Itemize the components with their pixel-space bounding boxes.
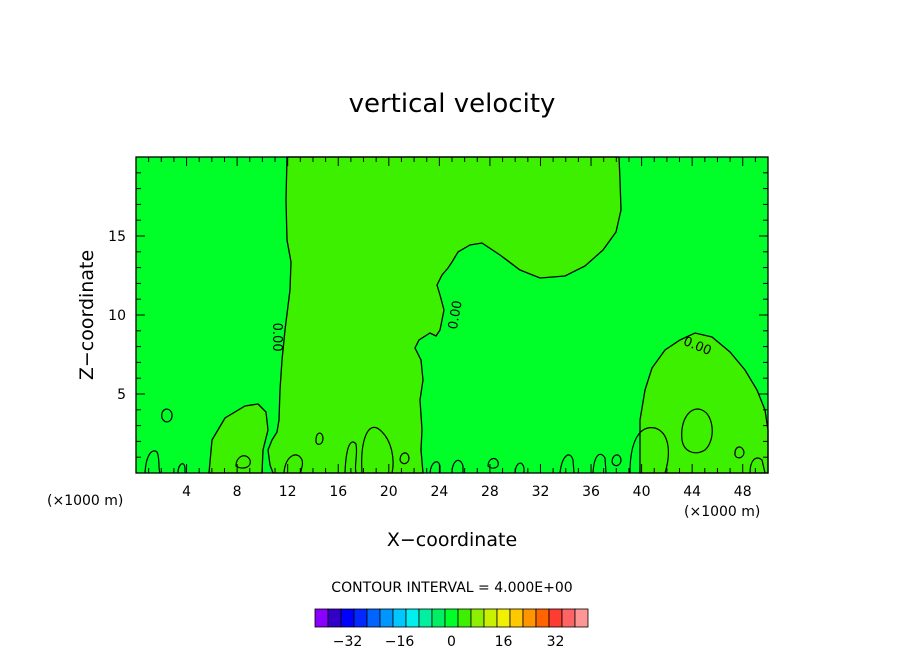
colorbar-swatch: [366, 608, 381, 628]
updraft-region-right: [639, 332, 769, 474]
contour-label: 0.00: [269, 323, 284, 352]
colorbar-tick-label: −32: [333, 634, 363, 650]
x-tick-label: 4: [182, 484, 191, 500]
colorbar-swatch: [457, 608, 472, 628]
chart-title: vertical velocity: [349, 89, 556, 119]
colorbar-tick-label: −16: [385, 634, 415, 650]
x-tick-label: 48: [734, 484, 752, 500]
colorbar-swatch: [483, 608, 498, 628]
x-tick-label: 16: [329, 484, 347, 500]
y-tick-label: 15: [108, 229, 126, 245]
colorbar-swatch: [340, 608, 355, 628]
colorbar-swatch: [470, 608, 485, 628]
x-tick-label: 12: [279, 484, 297, 500]
colorbar-swatch: [353, 608, 368, 628]
x-tick-label: 44: [683, 484, 701, 500]
x-tick-label: 20: [380, 484, 398, 500]
x-tick-labels: 4 8 12 16 20 24 28 32 36 40 44 48: [182, 484, 752, 500]
contour-interval-text: CONTOUR INTERVAL = 4.000E+00: [331, 580, 572, 596]
colorbar-swatch: [561, 608, 576, 628]
y-tick-label: 5: [117, 387, 126, 403]
colorbar-tick-label: 16: [495, 634, 513, 650]
colorbar-tick-label: 32: [547, 634, 565, 650]
y-axis-label: Z−coordinate: [76, 250, 98, 380]
axis-ticks: [136, 157, 768, 473]
colorbar-swatch: [574, 608, 589, 628]
x-unit-right: (×1000 m): [684, 504, 760, 520]
colorbar-swatch: [314, 608, 329, 628]
colorbar-swatch: [379, 608, 394, 628]
colorbar-swatch: [496, 608, 511, 628]
updraft-region-left: [267, 156, 622, 474]
colorbar-swatch: [418, 608, 433, 628]
colorbar-swatch: [431, 608, 446, 628]
x-unit-left: (×1000 m): [47, 493, 123, 509]
x-axis-label: X−coordinate: [387, 529, 517, 551]
colorbar-tick-label: 0: [447, 634, 456, 650]
colorbar-swatch: [444, 608, 459, 628]
x-tick-label: 24: [430, 484, 448, 500]
updraft-region-lowleft: [208, 403, 269, 474]
y-tick-label: 10: [108, 308, 126, 324]
plot-area: 0.000.000.00: [135, 156, 769, 474]
x-tick-label: 28: [481, 484, 499, 500]
colorbar-swatch: [509, 608, 524, 628]
contour-labels: 0.000.000.00: [269, 299, 714, 359]
colorbar-swatch: [405, 608, 420, 628]
contour-label: 0.00: [446, 299, 466, 330]
colorbar: [314, 608, 589, 628]
colorbar-swatch: [522, 608, 537, 628]
colorbar-swatch: [535, 608, 550, 628]
x-tick-label: 40: [633, 484, 651, 500]
colorbar-swatch: [548, 608, 563, 628]
colorbar-tick-labels: −32 −16 0 16 32: [333, 634, 565, 650]
x-tick-label: 8: [233, 484, 242, 500]
y-tick-labels: 5 10 15: [108, 229, 126, 403]
colorbar-swatch: [327, 608, 342, 628]
colorbar-swatch: [392, 608, 407, 628]
x-tick-label: 36: [582, 484, 600, 500]
x-tick-label: 32: [532, 484, 550, 500]
surface-contour-cells: [144, 408, 766, 474]
